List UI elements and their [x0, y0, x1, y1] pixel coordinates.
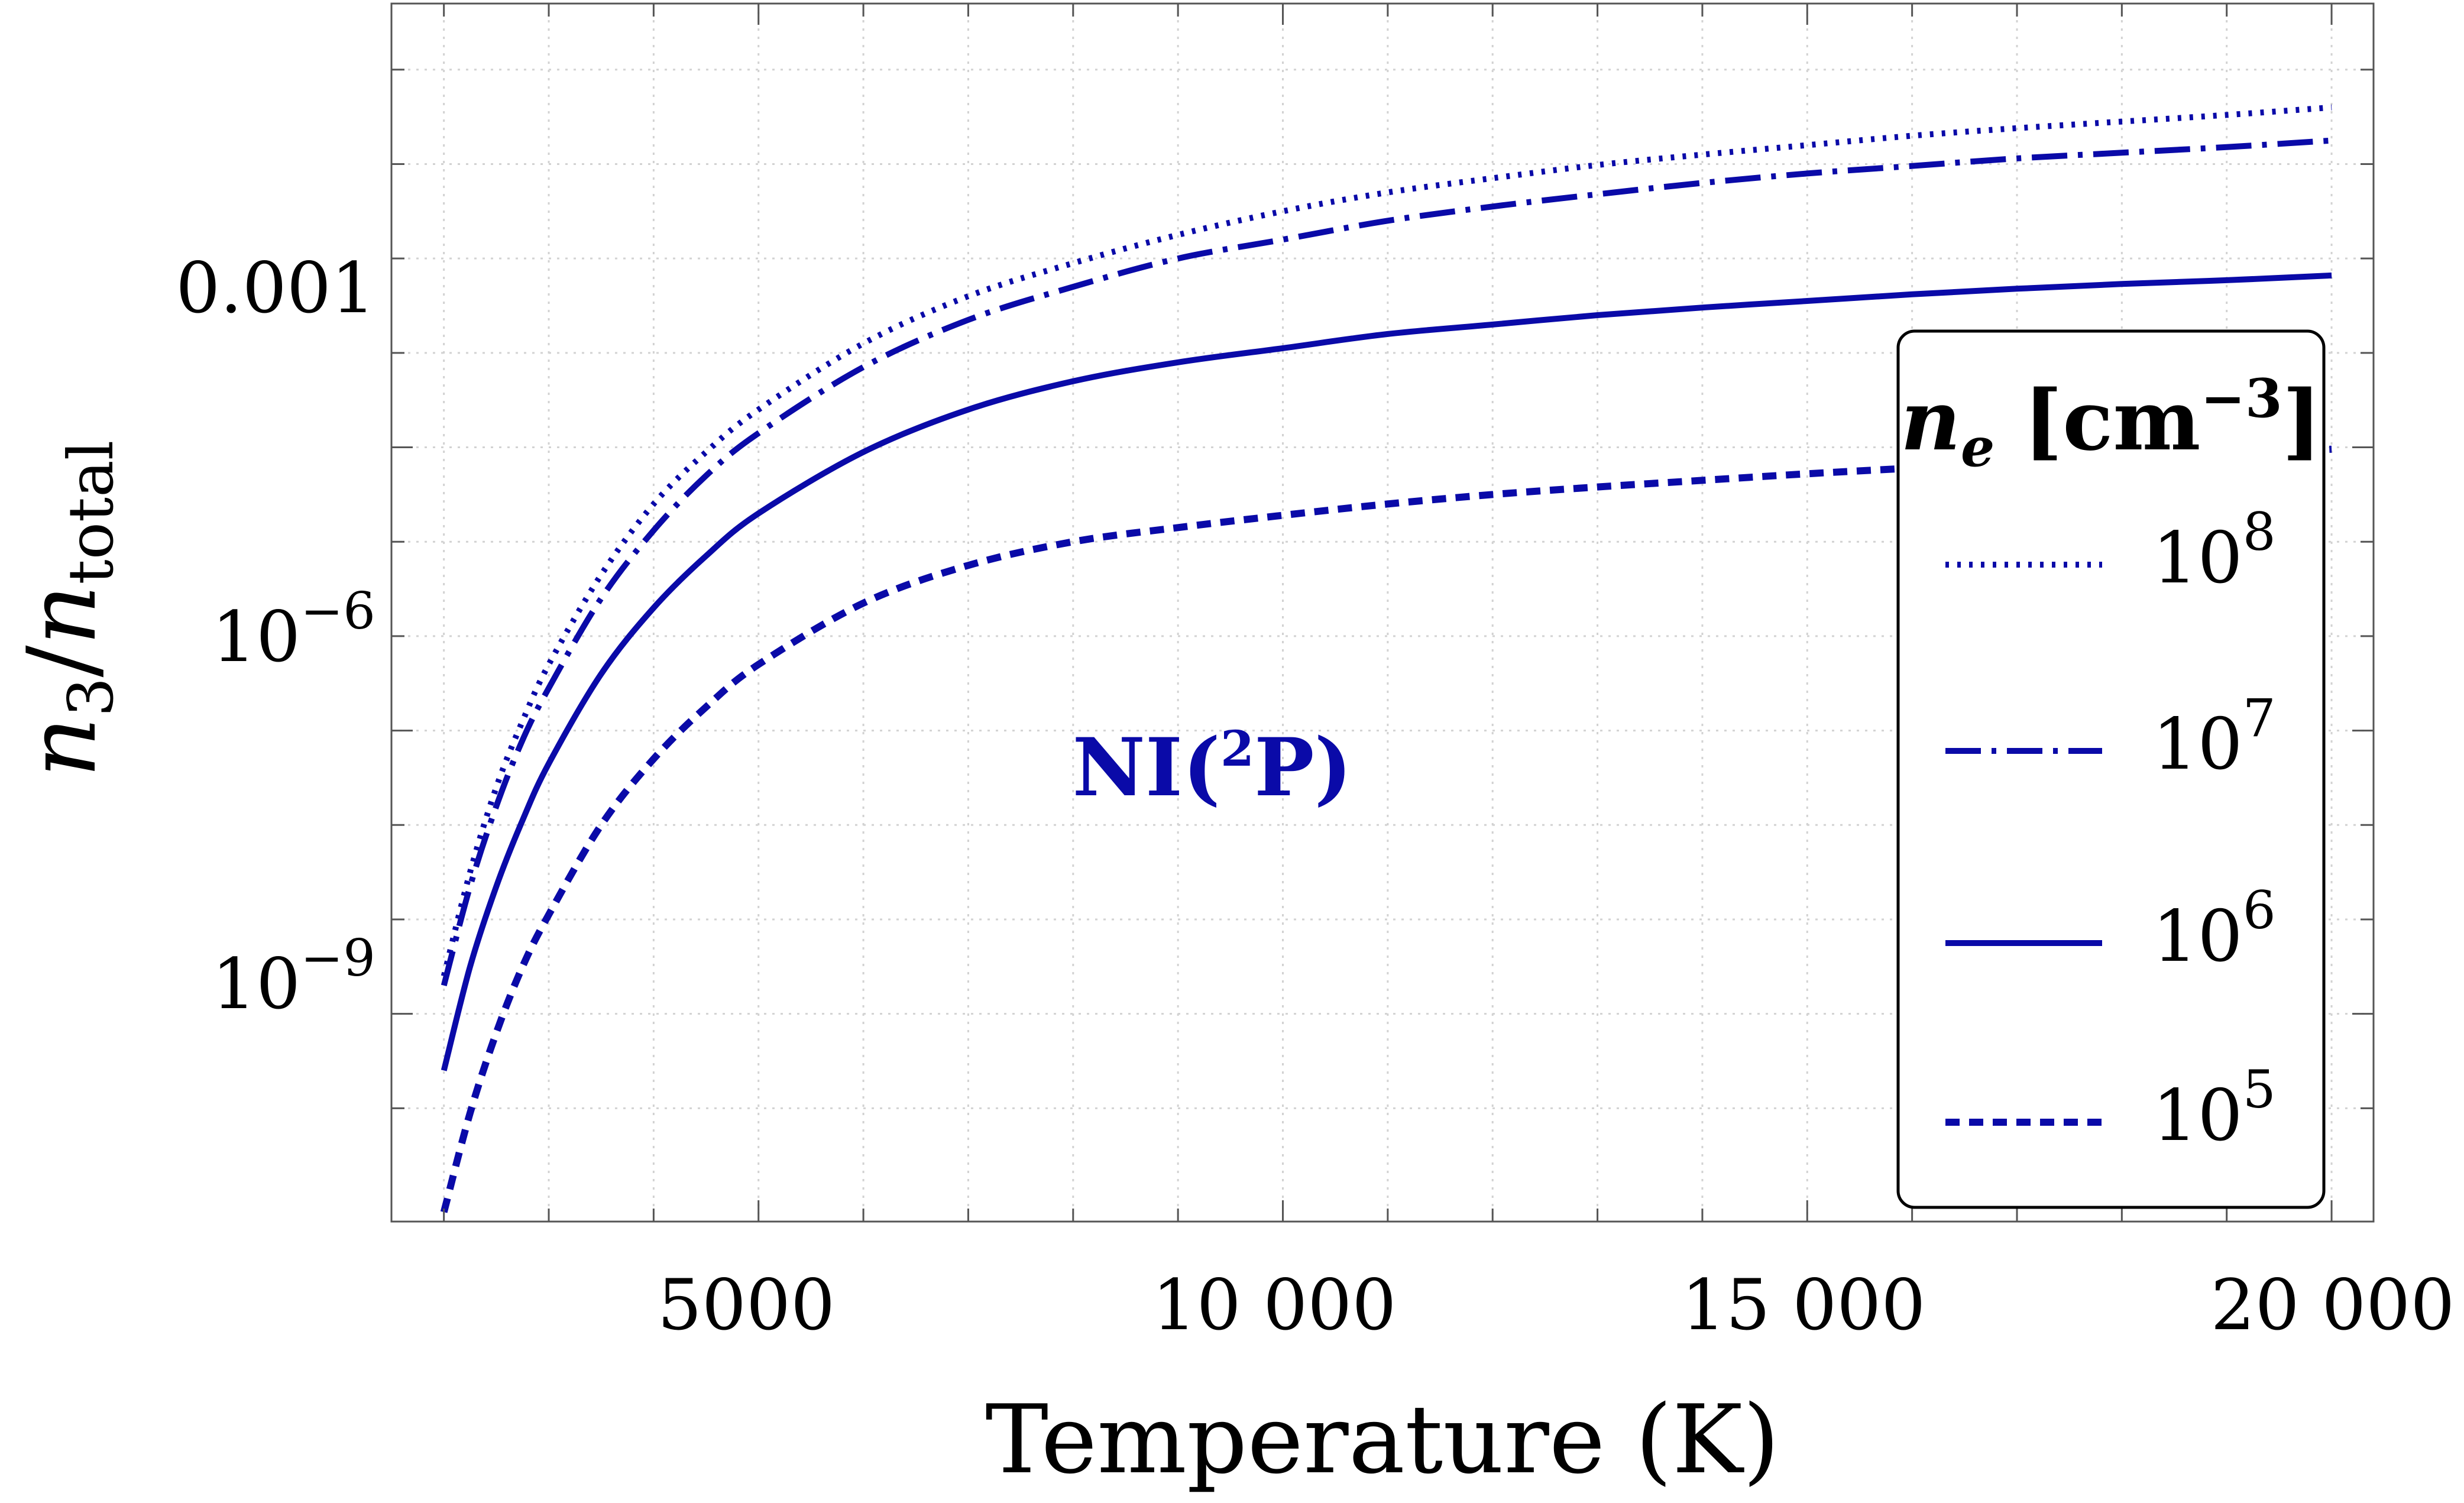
tick-layer: [391, 4, 2374, 1222]
species-annotation: NI(2P): [1073, 720, 1352, 814]
legend: ne [cm−3] 108 107 106 105: [1896, 329, 2326, 1209]
legend-label-1e5: 105: [2152, 1059, 2276, 1157]
legend-label-1e7: 107: [2152, 688, 2276, 786]
series-layer: [440, 104, 2332, 1213]
x-tick-label-20000: 20 000: [2211, 1264, 2455, 1346]
x-tick-label-10000: 10 000: [1152, 1264, 1397, 1346]
y-axis-title: n3/ntotal: [7, 440, 127, 778]
legend-label-1e6: 106: [2152, 880, 2276, 978]
y-tick-label-3: 10−9: [212, 929, 375, 1025]
x-tick-label-15000: 15 000: [1682, 1264, 1926, 1346]
x-tick-label-5000: 5000: [658, 1264, 835, 1346]
legend-label-1e8: 108: [2152, 501, 2276, 600]
plot-frame: [390, 2, 2375, 1223]
series-line-10e6: [441, 272, 2332, 1071]
legend-box: [1896, 329, 2326, 1209]
series-line-10e5: [440, 445, 2332, 1213]
legend-title: ne [cm−3]: [1900, 367, 2321, 479]
y-tick-label-2: 10−6: [212, 582, 375, 678]
series-line-10e7: [441, 137, 2332, 987]
y-tick-label-1: 0.001: [176, 247, 375, 329]
x-axis-title: Temperature (K): [985, 1384, 1779, 1495]
series-line-10e8: [441, 104, 2332, 977]
